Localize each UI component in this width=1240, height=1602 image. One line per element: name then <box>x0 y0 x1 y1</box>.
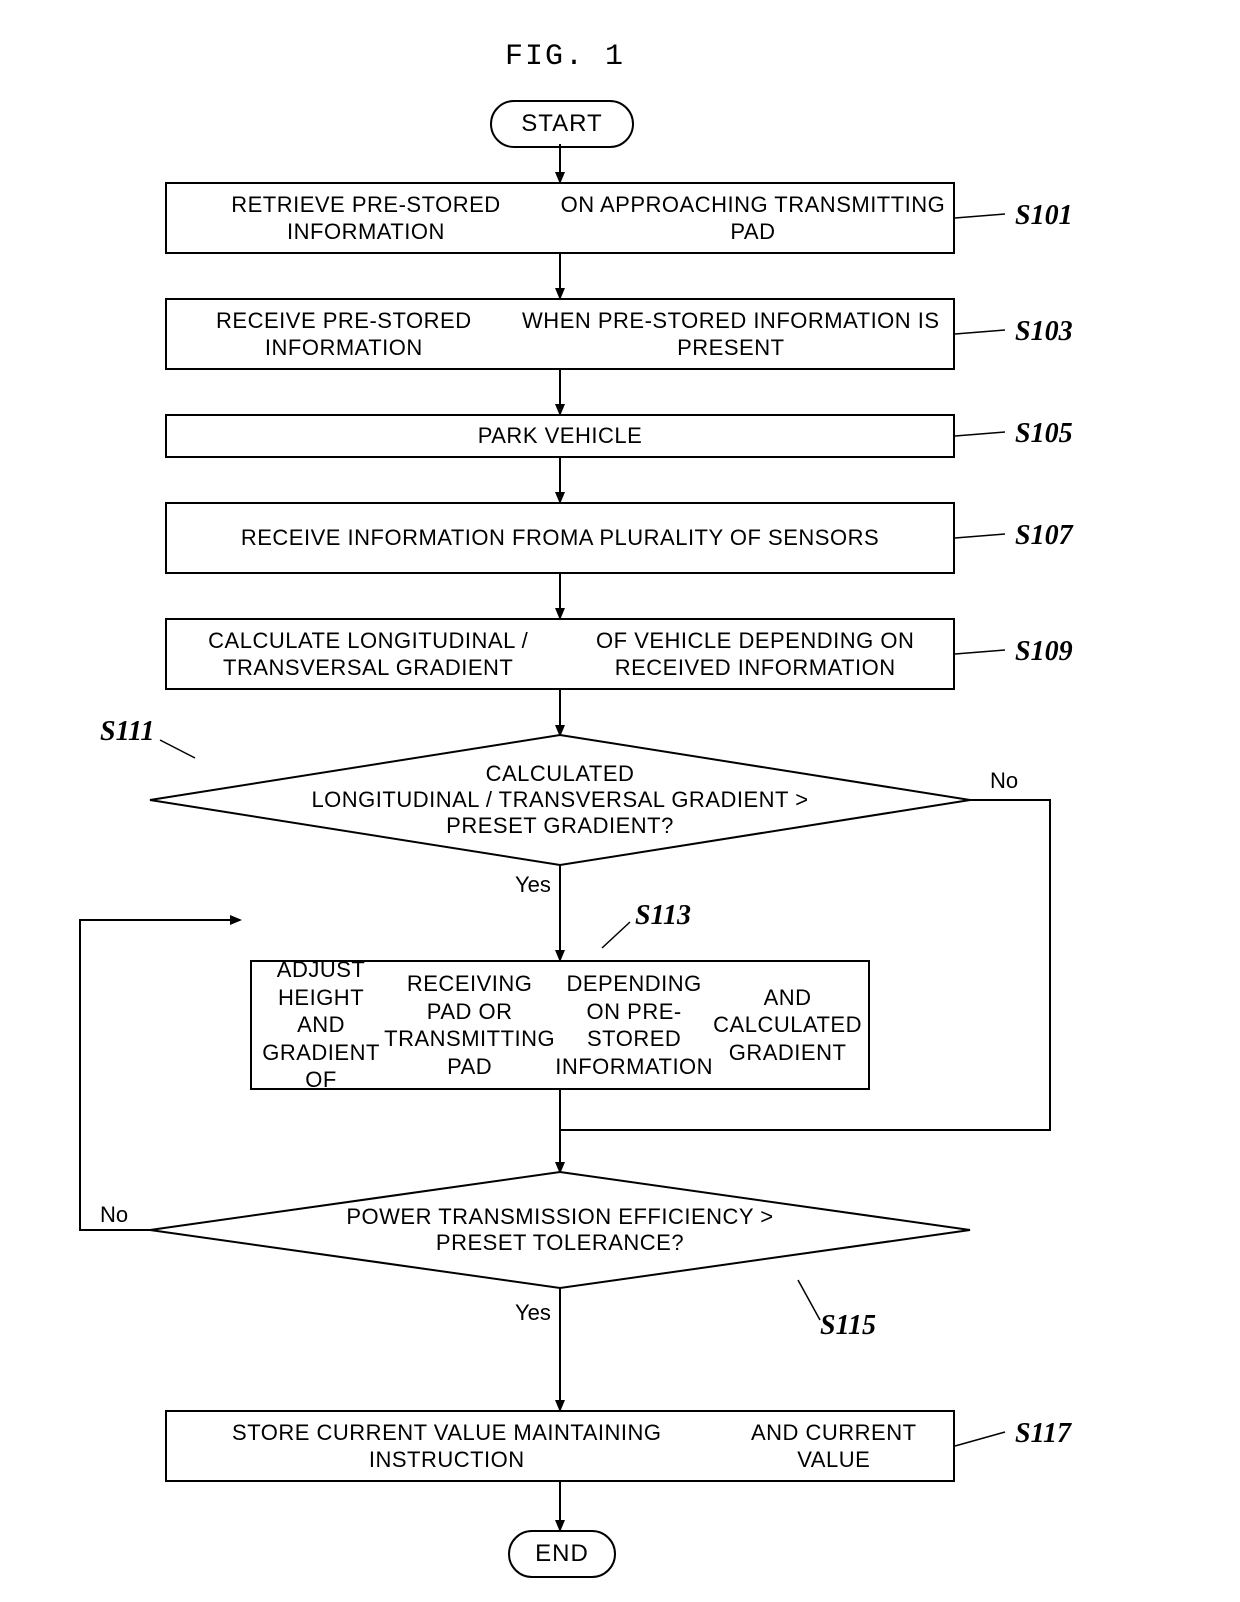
terminal-start-label: START <box>521 110 602 138</box>
process-s101: RETRIEVE PRE-STORED INFORMATIONON APPROA… <box>165 182 955 254</box>
svg-text:LONGITUDINAL / TRANSVERSAL GRA: LONGITUDINAL / TRANSVERSAL GRADIENT > <box>311 787 808 812</box>
figure-title: FIG. 1 <box>505 40 625 74</box>
step-label-s107: S107 <box>1015 520 1073 552</box>
edge-label-yes-s111: Yes <box>515 872 551 898</box>
edge-label-no-s115: No <box>100 1202 128 1228</box>
process-s105: PARK VEHICLE <box>165 414 955 458</box>
step-label-s117: S117 <box>1015 1418 1071 1450</box>
edge-label-no-s111: No <box>990 768 1018 794</box>
step-label-s103: S103 <box>1015 316 1073 348</box>
svg-text:PRESET GRADIENT?: PRESET GRADIENT? <box>446 813 674 838</box>
terminal-end: END <box>508 1530 616 1578</box>
terminal-start: START <box>490 100 634 148</box>
step-label-s109: S109 <box>1015 636 1073 668</box>
process-s107: RECEIVE INFORMATION FROMA PLURALITY OF S… <box>165 502 955 574</box>
process-s103: RECEIVE PRE-STORED INFORMATIONWHEN PRE-S… <box>165 298 955 370</box>
edge-label-yes-s115: Yes <box>515 1300 551 1326</box>
step-label-s101: S101 <box>1015 200 1073 232</box>
step-label-s111: S111 <box>100 716 154 748</box>
svg-text:CALCULATED: CALCULATED <box>486 761 635 786</box>
svg-text:POWER TRANSMISSION EFFICIENCY: POWER TRANSMISSION EFFICIENCY > <box>346 1204 773 1229</box>
process-s113: ADJUST HEIGHT AND GRADIENT OFRECEIVING P… <box>250 960 870 1090</box>
step-label-s105: S105 <box>1015 418 1073 450</box>
step-label-s115: S115 <box>820 1310 876 1342</box>
step-label-s113: S113 <box>635 900 691 932</box>
terminal-end-label: END <box>535 1540 589 1568</box>
svg-text:PRESET TOLERANCE?: PRESET TOLERANCE? <box>436 1230 684 1255</box>
process-s109: CALCULATE LONGITUDINAL / TRANSVERSAL GRA… <box>165 618 955 690</box>
flowchart-canvas: FIG. 1 START END RETRIEVE PRE-STORED INF… <box>0 0 1240 1602</box>
process-s117: STORE CURRENT VALUE MAINTAINING INSTRUCT… <box>165 1410 955 1482</box>
